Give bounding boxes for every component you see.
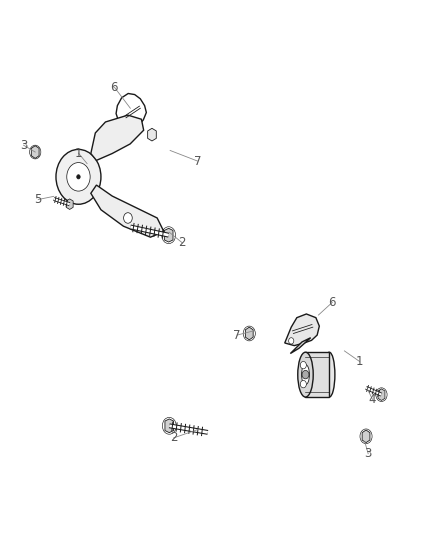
Text: 3: 3 (20, 139, 27, 152)
Polygon shape (305, 352, 329, 397)
Circle shape (77, 175, 80, 179)
Text: 6: 6 (328, 296, 336, 309)
Text: 2: 2 (179, 236, 186, 249)
Text: 5: 5 (35, 193, 42, 206)
Ellipse shape (298, 352, 313, 397)
Polygon shape (148, 128, 156, 141)
Text: 2: 2 (170, 431, 177, 445)
Circle shape (300, 381, 306, 388)
Polygon shape (165, 419, 173, 433)
Circle shape (56, 149, 101, 204)
Polygon shape (91, 115, 144, 160)
Polygon shape (66, 199, 73, 209)
Text: 7: 7 (233, 328, 241, 342)
Polygon shape (91, 185, 164, 237)
Text: 6: 6 (111, 80, 118, 94)
Text: 1: 1 (356, 355, 363, 368)
Polygon shape (164, 228, 173, 242)
Circle shape (124, 213, 132, 223)
Polygon shape (378, 389, 385, 400)
Polygon shape (245, 327, 253, 340)
Circle shape (302, 370, 309, 379)
Polygon shape (32, 146, 39, 158)
Polygon shape (285, 314, 319, 345)
Ellipse shape (301, 365, 309, 385)
Polygon shape (362, 430, 370, 443)
Circle shape (289, 338, 294, 344)
Text: 7: 7 (194, 155, 201, 167)
Text: 1: 1 (75, 147, 82, 159)
Polygon shape (290, 338, 311, 353)
Text: 4: 4 (369, 393, 376, 406)
Ellipse shape (324, 352, 335, 397)
Circle shape (67, 163, 90, 191)
Text: 3: 3 (364, 447, 372, 460)
Circle shape (300, 361, 306, 369)
